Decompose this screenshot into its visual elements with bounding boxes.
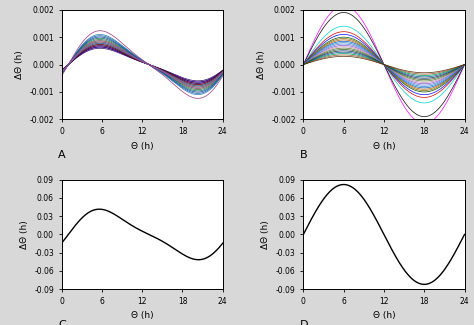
Y-axis label: ΔΘ (h): ΔΘ (h) [256,50,265,79]
Text: B: B [300,150,308,160]
X-axis label: Θ (h): Θ (h) [131,142,154,150]
Y-axis label: ΔΘ (h): ΔΘ (h) [15,50,24,79]
X-axis label: Θ (h): Θ (h) [373,142,395,150]
Text: D: D [300,320,309,325]
Text: A: A [58,150,66,160]
Y-axis label: ΔΘ (h): ΔΘ (h) [262,220,270,249]
X-axis label: Θ (h): Θ (h) [131,311,154,320]
X-axis label: Θ (h): Θ (h) [373,311,395,320]
Text: C: C [58,320,66,325]
Y-axis label: ΔΘ (h): ΔΘ (h) [20,220,28,249]
